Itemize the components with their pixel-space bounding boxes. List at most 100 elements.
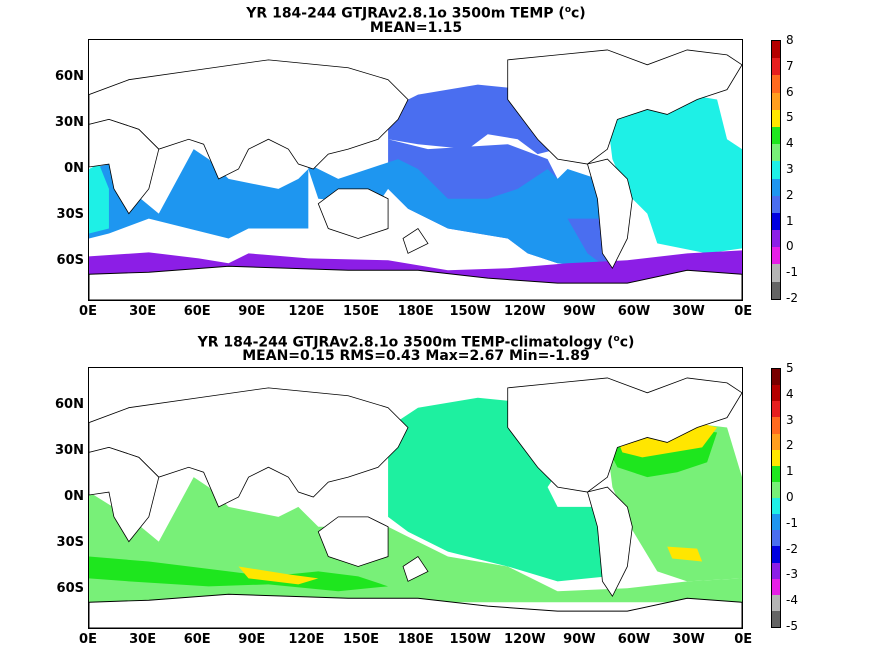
lon-label: 0E (734, 304, 753, 319)
colorbar-segment (772, 417, 780, 434)
lon-label: 30E (129, 632, 157, 647)
panel2-map (88, 367, 743, 629)
colorbar-segment (772, 41, 780, 59)
antarctica (89, 265, 742, 300)
colorbar-segment (772, 530, 780, 547)
continents (89, 49, 742, 270)
lon-label: 150E (342, 304, 380, 319)
colorbar-segment (772, 126, 780, 145)
colorbar-label: 5 (786, 110, 794, 125)
lon-label: 0E (734, 632, 753, 647)
colorbar-label: 5 (786, 361, 794, 375)
colorbar-segment (772, 578, 780, 595)
panel2-subtitle: MEAN=0.15 RMS=0.43 Max=2.67 Min=-1.89 (242, 348, 590, 364)
colorbar-segment (772, 58, 780, 76)
lon-label: 120W (504, 632, 546, 647)
lon-label: 90E (238, 632, 266, 647)
lon-label: 150E (342, 632, 380, 647)
colorbar-label: -3 (786, 567, 798, 582)
colorbar-segment (772, 594, 780, 611)
colorbar-segment (772, 109, 780, 127)
panel1-subtitle: MEAN=1.15 (369, 20, 463, 36)
lon-label: 90W (563, 304, 596, 319)
colorbar-segment (772, 75, 780, 93)
colorbar-segment (772, 514, 780, 531)
lat-label: 60N (55, 397, 84, 412)
lon-label: 90E (238, 304, 266, 319)
colorbar-segment (772, 144, 780, 162)
colorbar-label: 4 (786, 386, 794, 401)
colorbar-segment (772, 195, 780, 213)
colorbar-label: -2 (786, 291, 798, 305)
colorbar-label: -4 (786, 593, 798, 608)
colorbar-label: 2 (786, 187, 794, 202)
colorbar-segment (772, 498, 780, 515)
colorbar-label: -1 (786, 265, 798, 280)
lon-label: 0E (79, 304, 97, 319)
colorbar-segment (772, 247, 780, 265)
lon-label: 120W (504, 304, 546, 319)
colorbar-segment (772, 449, 780, 466)
lon-label: 180E (397, 632, 434, 647)
lat-label: 0N (64, 161, 84, 176)
colorbar-segment (772, 465, 780, 482)
lat-label: 60S (56, 253, 84, 268)
colorbar-segment (772, 369, 780, 386)
colorbar-label: -2 (786, 541, 798, 556)
lon-label: 150W (449, 304, 491, 319)
colorbar-segment (772, 610, 780, 627)
colorbar-label: -1 (786, 515, 798, 530)
lon-label: 180E (397, 304, 434, 319)
colorbar-segment (772, 401, 780, 418)
colorbar-segment (772, 433, 780, 450)
lon-label: 90W (563, 632, 596, 647)
lon-label: 150W (449, 632, 491, 647)
lon-label: 120E (288, 632, 325, 647)
field-warm-anomaly (667, 546, 703, 562)
lon-label: 60E (183, 304, 211, 319)
lat-label: 30N (55, 443, 84, 458)
colorbar-label: -5 (786, 619, 798, 633)
colorbar-segment (772, 212, 780, 231)
colorbar-segment (772, 230, 780, 248)
colorbar-label: 0 (786, 490, 794, 504)
colorbar-label: 2 (786, 438, 794, 453)
colorbar-label: 3 (786, 162, 794, 176)
colorbar-segment (772, 562, 780, 579)
colorbar-segment (772, 281, 780, 299)
field-atlantic (89, 164, 109, 234)
colorbar-label: 0 (786, 239, 794, 254)
colorbar-segment (772, 481, 780, 498)
colorbar-label: 3 (786, 412, 794, 427)
lat-label: 30S (56, 535, 84, 550)
colorbar-segment (772, 161, 780, 179)
lat-label: 60N (55, 69, 84, 84)
colorbar-label: 4 (786, 136, 794, 151)
colorbar-label: 8 (786, 33, 794, 47)
colorbar-label: 6 (786, 84, 794, 99)
panel2-title: YR 184-244 GTJRAv2.8.1o 3500m TEMP-clima… (197, 334, 635, 351)
field-north-atlantic (89, 556, 389, 592)
lon-label: 60W (617, 632, 651, 647)
field-warm-anomaly (238, 566, 319, 585)
panel2-colorbar (771, 368, 781, 628)
panel1-colorbar (771, 40, 781, 300)
lat-label: 60S (56, 581, 84, 596)
lon-label: 30W (672, 304, 705, 319)
colorbar-label: 7 (786, 58, 794, 73)
field-southern-ocean (89, 250, 742, 284)
field-atlantic (607, 94, 742, 254)
lon-label: 30E (129, 304, 157, 319)
colorbar-label: 1 (786, 464, 794, 479)
continents (89, 377, 742, 598)
colorbar-segment (772, 546, 780, 563)
lat-label: 0N (64, 489, 84, 504)
lon-label: 30W (672, 632, 705, 647)
lon-label: 120E (288, 304, 325, 319)
panel1-map (88, 39, 743, 301)
lat-label: 30N (55, 115, 84, 130)
colorbar-label: 1 (786, 213, 794, 228)
lon-label: 60W (617, 304, 651, 319)
colorbar-segment (772, 92, 780, 110)
colorbar-segment (772, 178, 780, 196)
